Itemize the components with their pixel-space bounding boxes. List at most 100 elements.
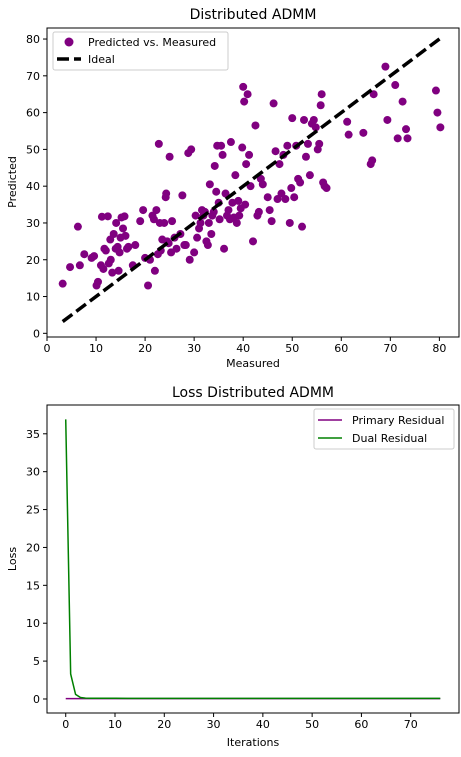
scatter-point	[190, 248, 199, 257]
scatter-point	[301, 152, 310, 161]
scatter-point	[165, 152, 174, 161]
scatter-point	[369, 90, 378, 99]
scatter-point	[402, 125, 411, 134]
y-tick-label: 25	[26, 504, 40, 517]
scatter-point	[296, 178, 305, 187]
y-tick-label: 15	[26, 579, 40, 592]
scatter-point	[115, 248, 124, 257]
x-tick-label: 70	[383, 342, 397, 355]
scatter-point	[281, 195, 290, 204]
plot-frame	[46, 27, 460, 338]
scatter-point	[344, 130, 353, 139]
legend-box	[313, 408, 455, 450]
scatter-point	[66, 263, 75, 272]
scatter-point	[178, 191, 187, 200]
scatter-point	[131, 241, 140, 250]
plot-frame	[46, 404, 460, 714]
y-axis: 0 10 20 30 40 50 60 70 80	[26, 33, 47, 340]
x-tick-label: 80	[432, 342, 446, 355]
scatter-point	[403, 134, 412, 143]
scatter-point	[305, 171, 314, 180]
scatter-point	[204, 218, 213, 227]
scatter-point	[309, 115, 318, 124]
scatter-point	[75, 261, 84, 270]
scatter-point	[381, 62, 390, 71]
scatter-point	[267, 217, 276, 226]
legend: Predicted vs. Measured Ideal	[52, 31, 229, 71]
legend-box	[52, 31, 229, 71]
scatter-point	[258, 180, 267, 189]
y-tick-label: 10	[26, 617, 40, 630]
scatter-point	[316, 101, 325, 110]
ideal-line	[61, 36, 442, 323]
scatter-point	[168, 217, 177, 226]
x-tick-label: 10	[108, 718, 122, 731]
y-axis-label: Predicted	[6, 156, 19, 208]
scatter-point	[242, 160, 251, 169]
legend-label-dual: Dual Residual	[352, 432, 427, 445]
y-tick-label: 35	[26, 428, 40, 441]
x-axis-label: Measured	[226, 357, 280, 370]
scatter-point	[359, 128, 368, 137]
scatter-point	[150, 266, 159, 275]
scatter-point	[231, 171, 240, 180]
scatter-point	[207, 230, 216, 238]
scatter-point	[288, 114, 297, 123]
y-tick-label: 40	[26, 180, 40, 193]
scatter-point	[196, 218, 205, 227]
scatter-point	[368, 156, 377, 165]
scatter-point	[94, 277, 103, 286]
scatter-point	[121, 231, 130, 240]
scatter-chart: Distributed ADMM 0 10 20 30 40 50 60 70 80 0 10 20…	[6, 7, 460, 370]
scatter-point	[343, 117, 352, 126]
legend: Primary Residual Dual Residual	[313, 408, 455, 450]
scatter-point	[298, 222, 307, 231]
y-tick-label: 20	[26, 254, 40, 267]
y-tick-label: 30	[26, 217, 40, 230]
scatter-point	[215, 215, 224, 224]
scatter-point	[271, 147, 280, 156]
scatter-point	[217, 141, 226, 150]
y-tick-label: 10	[26, 291, 40, 304]
x-tick-label: 60	[354, 718, 368, 731]
scatter-point	[263, 193, 272, 202]
scatter-point	[218, 150, 227, 159]
scatter-point	[103, 212, 112, 221]
legend-label-primary: Primary Residual	[352, 414, 444, 427]
chart-title: Loss Distributed ADMM	[172, 385, 334, 401]
legend-label-scatter: Predicted vs. Measured	[88, 36, 216, 49]
scatter-point	[90, 252, 99, 261]
scatter-point	[109, 230, 118, 238]
scatter-point	[285, 218, 294, 227]
scatter-point	[205, 180, 214, 189]
scatter-point	[99, 264, 108, 273]
scatter-point	[398, 97, 407, 106]
scatter-point	[232, 218, 241, 227]
x-axis: 0 10 20 30 40 50 60 70	[62, 713, 418, 731]
scatter-point	[221, 189, 230, 198]
scatter-point	[269, 99, 278, 108]
y-tick-label: 5	[33, 655, 40, 668]
scatter-point	[277, 189, 286, 198]
scatter-point	[73, 222, 82, 231]
scatter-point	[154, 139, 163, 148]
scatter-point	[300, 115, 309, 124]
scatter-point	[212, 187, 221, 196]
scatter-point	[322, 184, 331, 193]
x-tick-label: 40	[236, 342, 250, 355]
x-tick-label: 50	[305, 718, 319, 731]
scatter-point	[235, 211, 244, 220]
scatter-point	[433, 108, 442, 117]
scatter-point	[391, 81, 400, 90]
x-tick-label: 70	[404, 718, 418, 731]
scatter-point	[241, 200, 250, 209]
scatter-point	[97, 212, 106, 221]
scatter-point	[238, 143, 247, 152]
scatter-point	[239, 82, 248, 91]
scatter-point	[149, 215, 158, 224]
x-tick-label: 0	[62, 718, 69, 731]
scatter-point	[193, 233, 202, 242]
x-tick-label: 10	[89, 342, 103, 355]
scatter-point	[226, 138, 235, 147]
